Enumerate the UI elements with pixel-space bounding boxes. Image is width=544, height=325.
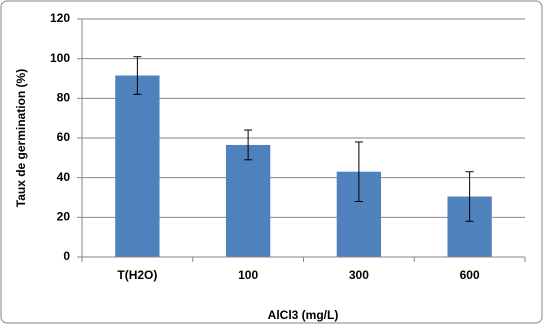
y-tick-label: 80 <box>57 91 71 105</box>
error-bar <box>354 141 363 202</box>
error-bar <box>244 129 253 161</box>
x-tick-label: 300 <box>349 268 369 282</box>
y-axis-label: Taux de germination (%) <box>14 69 28 207</box>
y-tick-label: 20 <box>57 210 71 224</box>
y-tick-label: 40 <box>57 170 71 184</box>
bar <box>225 144 271 257</box>
y-tick-label: 60 <box>57 130 71 144</box>
bar <box>115 75 160 258</box>
x-axis-label: AlCl3 (mg/L) <box>268 308 339 322</box>
error-bar <box>133 56 142 95</box>
y-tick-label: 100 <box>50 51 70 65</box>
x-tick-label: T(H2O) <box>117 268 157 282</box>
x-tick-label: 600 <box>460 268 480 282</box>
y-tick-label: 120 <box>50 11 70 25</box>
error-bar <box>465 171 474 222</box>
y-tick-label: 0 <box>63 249 70 263</box>
x-tick-label: 100 <box>238 268 258 282</box>
